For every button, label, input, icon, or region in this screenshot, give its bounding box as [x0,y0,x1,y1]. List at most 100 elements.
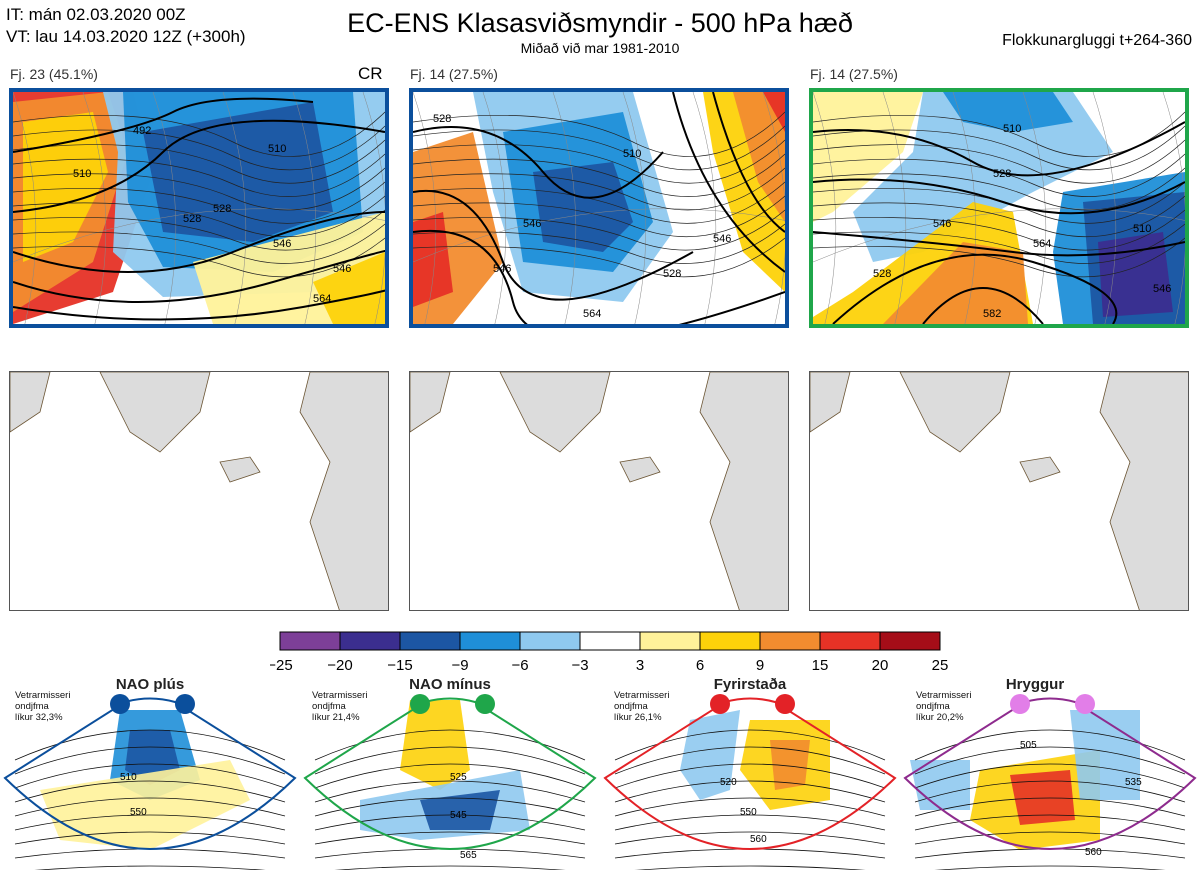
regime-contour [914,831,1186,845]
graticule-line [882,92,907,324]
regime-contour [614,814,886,831]
regime-contour-label: 505 [1020,740,1037,751]
contour-label: 528 [213,203,231,215]
colorbar-swatch [639,631,701,651]
contour-label: 546 [523,218,541,230]
thin-contour [13,209,385,251]
contour-label: 510 [623,148,641,160]
regime-contour [614,780,886,803]
regime-marker-dot [1075,694,1095,714]
regime-contour-label: 565 [460,850,477,861]
graticule-line [13,208,385,263]
colorbar-tick-label: −20 [327,657,352,674]
land-area [219,456,261,483]
regime-contour [614,831,886,845]
regime-contour [914,729,1186,761]
regime-contour-label: 550 [130,807,147,818]
regime-contour [934,865,1166,870]
contour-label: 510 [1133,223,1151,235]
graticule-line [813,92,837,324]
colorbar-tick-label: 20 [872,657,889,674]
thin-contour [413,195,785,238]
regime-contour [314,814,586,831]
thin-contour [813,195,1185,238]
base-map-2 [409,371,789,611]
height-contour [813,231,1185,257]
regime-contour-label: 535 [1125,777,1142,788]
regime-contour [34,865,266,870]
thin-contour [413,181,785,224]
contour-label: 564 [583,308,601,320]
regime-contour [14,848,286,859]
graticule-line [552,92,577,324]
thin-contour [13,139,385,184]
anomaly-map-2: 528 510 546 528 546 564 546 [409,88,789,328]
thin-contour [13,181,385,224]
height-contour [13,249,385,303]
height-contour [413,189,694,301]
land-area [410,372,451,433]
meta-line: Vetrarmisseri [15,690,71,701]
regime-frame [603,697,897,850]
header-info: IT: mán 02.03.2020 00Z VT: lau 14.03.202… [6,4,246,48]
anomaly-region [23,112,108,262]
colorbar-tick-label: 15 [812,657,829,674]
colorbar: −25 −20 −15 −9 −6 −3 3 6 9 15 20 25 [270,631,948,674]
regime-frame [3,697,297,850]
height-contour [413,229,785,324]
regime-contour [314,848,586,859]
meta-line: ondjfma [916,701,950,712]
meta-line: Vetrarmisseri [916,690,972,701]
it-line: IT: mán 02.03.2020 00Z [6,5,186,24]
graticule-line [362,92,385,324]
anomaly-region [413,212,453,307]
height-contour [813,178,1185,215]
meta-line: ondjfma [614,701,648,712]
regime-contour [14,763,286,789]
height-contour [712,92,785,233]
contour-label: 510 [268,143,286,155]
colorbar-swatch [579,631,641,651]
thin-contour [13,111,385,157]
regime-1-meta: Vetrarmisseri ondjfma líkur 32,3% [15,690,70,723]
anomaly-region [883,242,1028,324]
regime-4-name: Hryggur [1005,676,1065,693]
colorbar-tick-label: −15 [387,657,412,674]
colorbar-tick-label: −25 [270,657,293,674]
colorbar-swatch [879,631,941,651]
land-area [619,456,661,483]
colorbar-tick-label: −6 [511,657,528,674]
thin-contour [813,153,1185,197]
contour-label: 546 [273,238,291,250]
height-contour [13,211,385,273]
meta-line: ondjfma [312,701,346,712]
thin-contour [413,209,785,251]
anomaly-region [733,92,785,222]
land-area [10,372,51,433]
anomaly-region [813,92,923,222]
contour-label: 528 [183,213,201,225]
regime-frame [303,697,597,850]
regime-contour [614,729,886,761]
contour-label: 546 [1153,283,1171,295]
thin-contour [13,195,385,238]
regime-contour [614,848,886,859]
contour-label: 546 [333,263,351,275]
contour-label: 528 [873,268,891,280]
regime-3-meta: Vetrarmisseri ondjfma líkur 26,1% [614,690,669,723]
colorbar-swatch [699,631,761,651]
regime-1-name: NAO plús [115,676,185,693]
graticule-line [222,92,247,324]
regime-2-name: NAO mínus [409,676,491,693]
graticule-line [692,92,717,324]
regime-contour-label: 510 [120,772,137,783]
thin-contour [413,139,785,184]
meta-line: líkur 26,1% [614,712,662,723]
regime-frame [903,697,1197,850]
height-contour [813,121,1185,177]
regime-contour-label: 550 [740,807,757,818]
regime-contour [14,780,286,803]
regime-anomaly [1010,770,1075,825]
regime-contour-label: 520 [720,777,737,788]
regime-4-meta: Vetrarmisseri ondjfma líkur 20,2% [916,690,971,723]
